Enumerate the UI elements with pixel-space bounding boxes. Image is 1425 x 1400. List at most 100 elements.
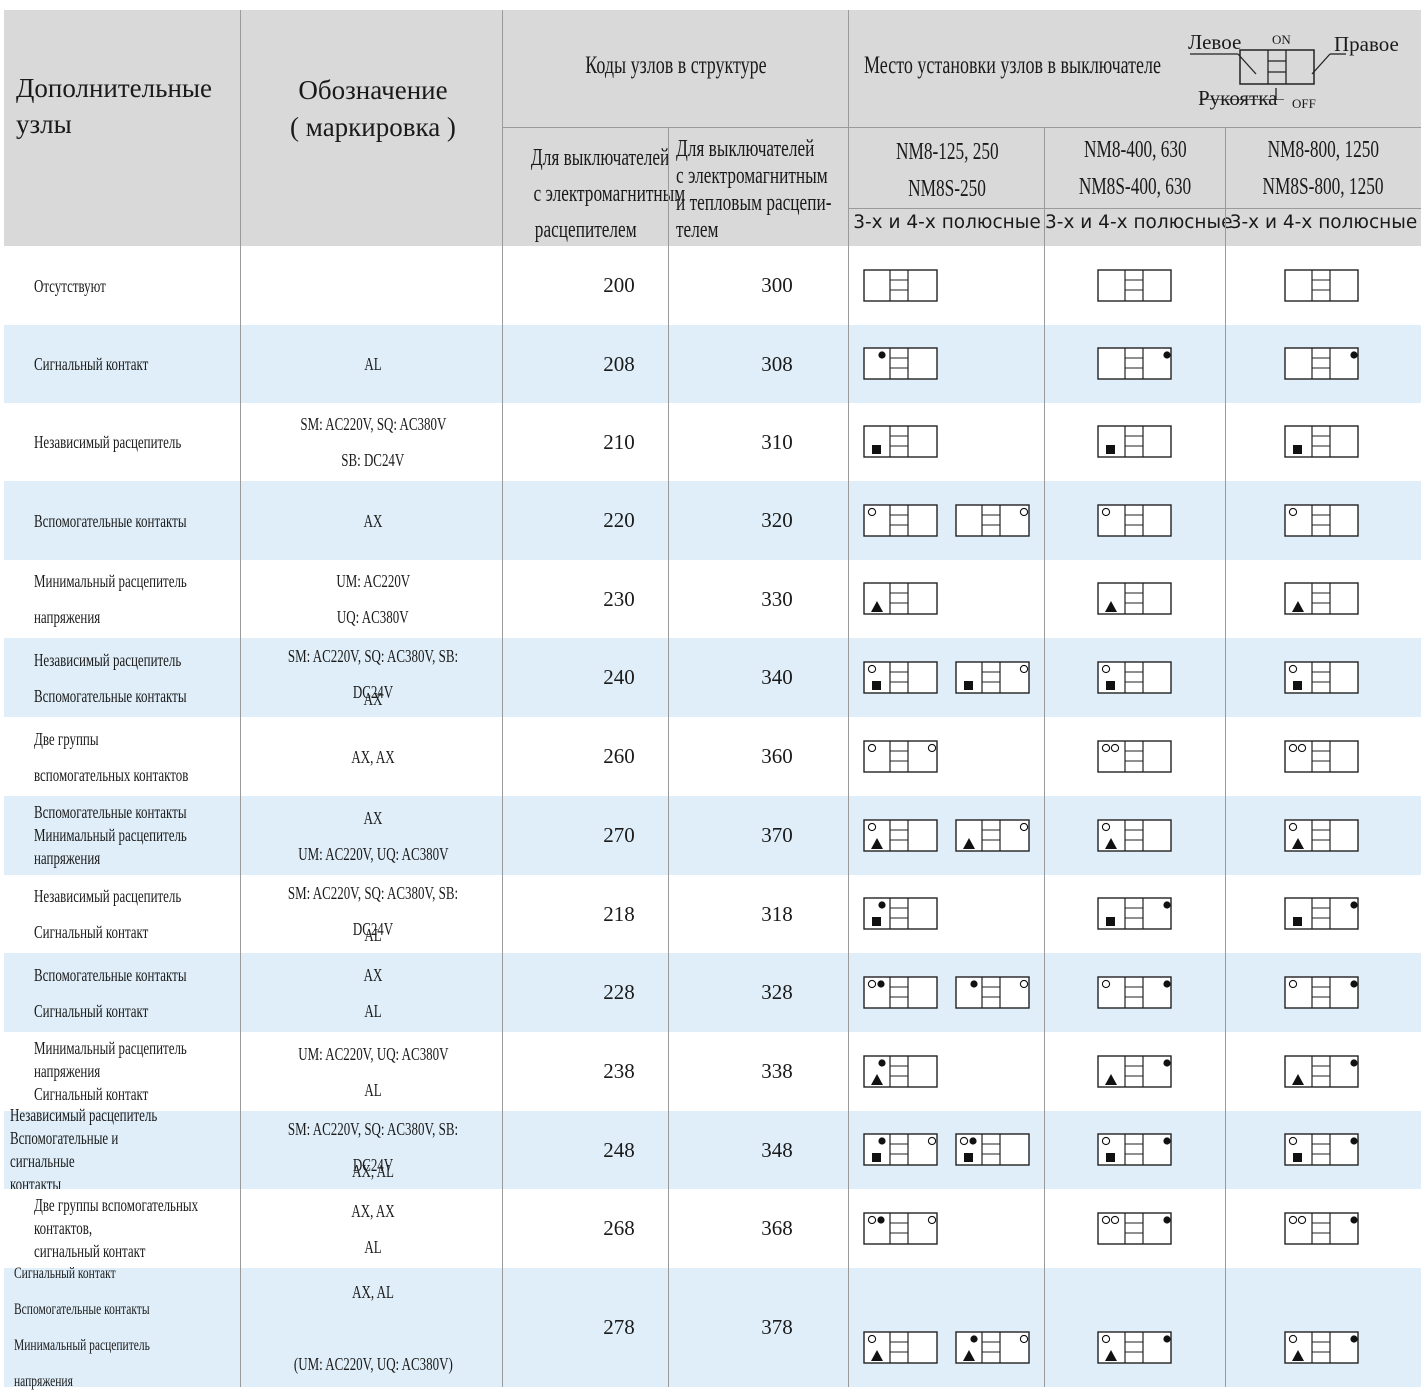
undervoltage-triangle-icon [1292, 1074, 1304, 1085]
model-2-poles: 3-х и 4-х полюсные [1045, 212, 1233, 233]
row-code-em: 278 [603, 1315, 635, 1339]
shunt-trip-square-icon [872, 1153, 881, 1162]
row-code-em: 220 [603, 508, 635, 532]
breaker-position-icon [1097, 347, 1172, 380]
aux-contact-circle-icon [1101, 979, 1111, 989]
aux-contact-circle-icon [867, 664, 877, 674]
legend-handle-label: Рукоятка [1198, 86, 1278, 110]
row-marking: AX AL [363, 964, 383, 1021]
breaker-position-icon [1284, 819, 1359, 852]
breaker-position-icon [1284, 269, 1359, 302]
grid-line [502, 10, 503, 1387]
header-col-mark: Обозначение ( маркировка ) [290, 75, 456, 142]
undervoltage-triangle-icon [963, 1350, 975, 1361]
row-marking: AX, AL (UM: AC220V, UQ: AC380V) [293, 1281, 453, 1374]
aux-contact-circle-icon [1019, 664, 1029, 674]
breaker-position-icon [1097, 582, 1172, 615]
signal-dot-icon [970, 980, 978, 988]
legend-on-label: ON [1272, 32, 1291, 47]
breaker-position-icon [1284, 1055, 1359, 1088]
breaker-position-icon [1284, 1212, 1359, 1245]
row-code-emt: 348 [761, 1137, 793, 1162]
signal-dot-icon [878, 351, 886, 359]
header-col-units: Дополнительные узлы [16, 73, 213, 139]
breaker-position-icon [863, 1055, 938, 1088]
table-row: Минимальный расцепитель напряжения Сигна… [4, 1032, 1421, 1111]
row-name: Сигнальный контакт [34, 354, 149, 374]
row-name: Минимальный расцепитель напряжения [34, 571, 187, 627]
row-code-em: 260 [603, 744, 635, 768]
aux-contact-circle-icon [1019, 822, 1029, 832]
row-code-emt: 368 [761, 1216, 793, 1240]
aux-contact-circle-icon [867, 507, 877, 517]
row-code-emt: 300 [761, 273, 793, 297]
breaker-position-icon [1097, 269, 1172, 302]
aux-contact-circle-icon [1110, 743, 1120, 753]
row-code-em: 228 [603, 980, 635, 1004]
row-name: Независимый расцепитель Вспомогательные к… [34, 649, 187, 706]
aux-contact-circle-icon [927, 1136, 937, 1146]
row-name: Вспомогательные контакты Минимальный расц… [34, 802, 187, 868]
shunt-trip-square-icon [964, 681, 973, 690]
header-col-codes-emt: Для выключателей с электромагнитным и те… [676, 136, 832, 243]
breaker-position-icon [863, 661, 938, 694]
undervoltage-triangle-icon [1105, 1074, 1117, 1085]
row-code-emt: 318 [761, 901, 793, 926]
aux-contact-circle-icon [1288, 1215, 1298, 1225]
grid-line [240, 10, 241, 1387]
undervoltage-triangle-icon [871, 1350, 883, 1361]
breaker-position-icon [1284, 1331, 1359, 1364]
row-code-em: 270 [603, 823, 635, 847]
table-row: Независимый расцепитель Вспомогательные к… [4, 638, 1421, 717]
row-code-emt: 378 [761, 1315, 793, 1339]
aux-contact-circle-icon [1019, 1334, 1029, 1344]
breaker-position-icon [1097, 504, 1172, 537]
row-code-em: 248 [603, 1137, 635, 1162]
row-marking: AX, AX [351, 746, 395, 767]
breaker-position-icon [863, 976, 938, 1009]
signal-dot-icon [970, 1335, 978, 1343]
aux-contact-circle-icon [1288, 822, 1298, 832]
row-code-em: 218 [603, 901, 635, 926]
shunt-trip-square-icon [872, 445, 881, 454]
breaker-position-icon [863, 1133, 938, 1166]
breaker-position-icon [1097, 425, 1172, 458]
aux-contact-circle-icon [1101, 1334, 1111, 1344]
model-3-heading: NM8-800, 1250 NM8S-800, 1250 [1263, 137, 1384, 200]
breaker-position-icon [863, 504, 938, 537]
table-row: Вспомогательные контакты Сигнальный конта… [4, 953, 1421, 1032]
row-name: Отсутствуют [34, 275, 106, 296]
undervoltage-triangle-icon [871, 838, 883, 849]
breaker-position-icon [1284, 582, 1359, 615]
breaker-position-icon [1284, 661, 1359, 694]
aux-contact-circle-icon [1297, 1215, 1307, 1225]
grid-line [502, 127, 1421, 128]
aux-contact-circle-icon [867, 822, 877, 832]
signal-dot-icon [1350, 1216, 1358, 1224]
table-row: Вспомогательные контакты Минимальный расц… [4, 796, 1421, 875]
row-marking: SM: AC220V, SQ: AC380V SB: DC24V [300, 414, 446, 470]
signal-dot-icon [1163, 1059, 1171, 1067]
signal-dot-icon [878, 901, 886, 909]
breaker-position-icon [1284, 504, 1359, 537]
row-code-emt: 370 [761, 823, 793, 847]
shunt-trip-square-icon [1293, 445, 1302, 454]
aux-contact-circle-icon [1019, 507, 1029, 517]
signal-dot-icon [1163, 1335, 1171, 1343]
legend-left-label: Левое [1188, 30, 1242, 54]
grid-line [668, 127, 669, 1387]
aux-contact-circle-icon [1288, 664, 1298, 674]
breaker-position-icon [1284, 347, 1359, 380]
breaker-position-icon [863, 819, 938, 852]
row-code-em: 238 [603, 1059, 635, 1083]
aux-contact-circle-icon [1101, 507, 1111, 517]
undervoltage-triangle-icon [1292, 838, 1304, 849]
model-1-poles: 3-х и 4-х полюсные [853, 212, 1041, 233]
row-marking: AX, AX AL [351, 1200, 395, 1257]
row-name: Сигнальный контакт Вспомогательные контак… [14, 1264, 150, 1390]
row-marking: AX [363, 510, 383, 531]
header-col-place: Место установки узлов в выключателе [864, 52, 1161, 79]
row-name: Две группы вспомогательных контактов, сигн… [34, 1195, 199, 1261]
breaker-position-icon [863, 582, 938, 615]
aux-contact-circle-icon [1288, 507, 1298, 517]
